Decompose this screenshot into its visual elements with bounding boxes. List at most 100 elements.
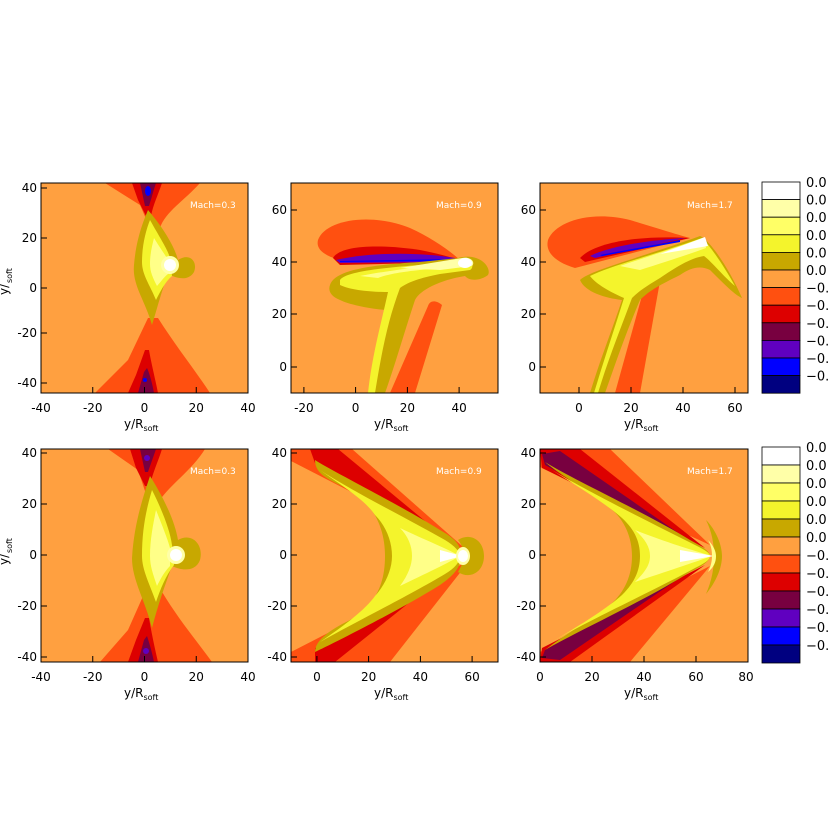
panel-1-xlabel: y/Rsoft (124, 417, 158, 433)
colorbar-swatch (761, 644, 801, 664)
xtick-label: 60 (727, 401, 742, 415)
colorbar-tick-label: −0. (806, 334, 829, 349)
xtick-label: -40 (31, 401, 51, 415)
colorbar-swatch (761, 181, 801, 201)
ytick-label: 0 (528, 548, 536, 562)
colorbar-tick-label: −0. (806, 352, 829, 367)
panel-1-field (41, 183, 248, 393)
ytick-label: -40 (516, 650, 536, 664)
colorbar-tick-label: 0.0 (806, 246, 827, 261)
ytick-label: -20 (17, 326, 37, 340)
ytick-label: 20 (521, 497, 536, 511)
panel-3: Mach=1.7 0 20 40 60 0 20 40 60 y/Rsoft (521, 182, 749, 433)
panel-2: Mach=0.9 -20 0 20 40 0 20 40 60 y/Rsoft (272, 182, 499, 433)
panel-4-field (41, 449, 248, 662)
colorbar-tick-label: −0. (806, 621, 829, 636)
panel-5-ytick-labels: -40 -20 0 20 40 (267, 446, 287, 664)
panel-1-ticks (40, 187, 249, 393)
colorbar-swatch (761, 554, 801, 574)
colorbar-tick-label: −0. (806, 639, 829, 654)
svg-text:y/: y/ (0, 283, 11, 295)
colorbar-tick-label: 0.0 (806, 229, 827, 244)
colorbar-tick-label: 0.0 (806, 194, 827, 209)
svg-text:soft: soft (5, 538, 14, 553)
colorbar-tick-label: 0.0 (806, 495, 827, 510)
xtick-label: 0 (141, 670, 149, 684)
xtick-label: 40 (675, 401, 690, 415)
ytick-label: 0 (279, 360, 287, 374)
panel-2-ytick-labels: 0 20 40 60 (272, 203, 287, 374)
ytick-label: 40 (272, 255, 287, 269)
panel-4-xlabel: y/Rsoft (124, 686, 158, 702)
colorbar-bottom: 0.0 0.0 0.0 0.0 0.0 0.0 −0. −0. −0. −0. −0. −0. (761, 441, 829, 664)
panel-4-xtick-labels: -40 -20 0 20 40 (31, 670, 255, 684)
ytick-label: 0 (29, 548, 37, 562)
colorbar-tick-label: 0.0 (806, 264, 827, 279)
panel-4: Mach=0.3 -40 -20 0 20 40 -40 -20 0 20 40… (0, 446, 256, 702)
panel-6-mach-label: Mach=1.7 (687, 467, 733, 477)
colorbar-tick-label: 0.0 (806, 441, 827, 456)
colorbar-swatch (761, 590, 801, 610)
panel-6-field (540, 449, 748, 662)
colorbar-tick-label: 0.0 (806, 211, 827, 226)
xtick-label: 60 (464, 670, 479, 684)
ytick-label: 0 (528, 360, 536, 374)
panel-1-ytick-labels: -40 -20 0 20 40 (17, 181, 37, 390)
colorbar-swatch (761, 251, 801, 271)
colorbar-swatch (761, 216, 801, 236)
panel-1-ylabel: y/ soft (0, 268, 14, 295)
colorbar-tick-label: 0.0 (806, 176, 827, 191)
xtick-label: -40 (31, 670, 51, 684)
xtick-label: 0 (575, 401, 583, 415)
xtick-label: 20 (623, 401, 638, 415)
panel-5-xtick-labels: 0 20 40 60 (313, 670, 480, 684)
colorbar-swatch (761, 269, 801, 289)
ytick-label: 20 (272, 497, 287, 511)
xtick-label: 60 (688, 670, 703, 684)
panel-4-ticks (40, 452, 249, 662)
colorbar-tick-label: 0.0 (806, 477, 827, 492)
ytick-label: 60 (521, 203, 536, 217)
ytick-label: 20 (22, 497, 37, 511)
ytick-label: -40 (17, 376, 37, 390)
colorbar-tick-label: −0. (806, 370, 829, 385)
panel-6-xtick-labels: 0 20 40 60 80 (536, 670, 753, 684)
xtick-label: 20 (189, 401, 204, 415)
panel-3-ytick-labels: 0 20 40 60 (521, 203, 536, 374)
xtick-label: -20 (83, 401, 103, 415)
ytick-label: 40 (521, 446, 536, 460)
xtick-label: 40 (636, 670, 651, 684)
colorbar-swatch (761, 339, 801, 359)
xtick-label: 40 (413, 670, 428, 684)
panel-2-field (291, 183, 498, 393)
panel-3-xlabel: y/Rsoft (624, 417, 658, 433)
panel-4-ylabel: y/ soft (0, 538, 14, 565)
svg-text:y/: y/ (0, 553, 11, 565)
colorbar-swatch (761, 304, 801, 324)
colorbar-tick-label: 0.0 (806, 459, 827, 474)
ytick-label: 20 (272, 307, 287, 321)
ytick-label: 20 (22, 231, 37, 245)
xtick-label: 20 (400, 401, 415, 415)
panel-3-ticks (540, 209, 736, 393)
panel-3-mach-label: Mach=1.7 (687, 201, 733, 211)
xtick-label: 0 (313, 670, 321, 684)
colorbar-tick-label: −0. (806, 585, 829, 600)
colorbar-swatch (761, 464, 801, 484)
ytick-label: 60 (272, 203, 287, 217)
panel-5-ticks (291, 452, 473, 662)
panel-6: Mach=1.7 0 20 40 60 80 -40 -20 0 20 40 y… (516, 446, 753, 702)
xtick-label: 0 (141, 401, 149, 415)
ytick-label: -40 (267, 650, 287, 664)
colorbar-swatch (761, 482, 801, 502)
panel-1-mach-label: Mach=0.3 (190, 201, 236, 211)
panel-6-xlabel: y/Rsoft (624, 686, 658, 702)
colorbar-swatch (761, 446, 801, 466)
colorbar-swatch (761, 536, 801, 556)
ytick-label: 40 (521, 255, 536, 269)
ytick-label: -20 (516, 599, 536, 613)
panel-3-xtick-labels: 0 20 40 60 (575, 401, 742, 415)
colorbar-swatch (761, 500, 801, 520)
colorbar-swatch (761, 234, 801, 253)
colorbar-swatch (761, 518, 801, 538)
